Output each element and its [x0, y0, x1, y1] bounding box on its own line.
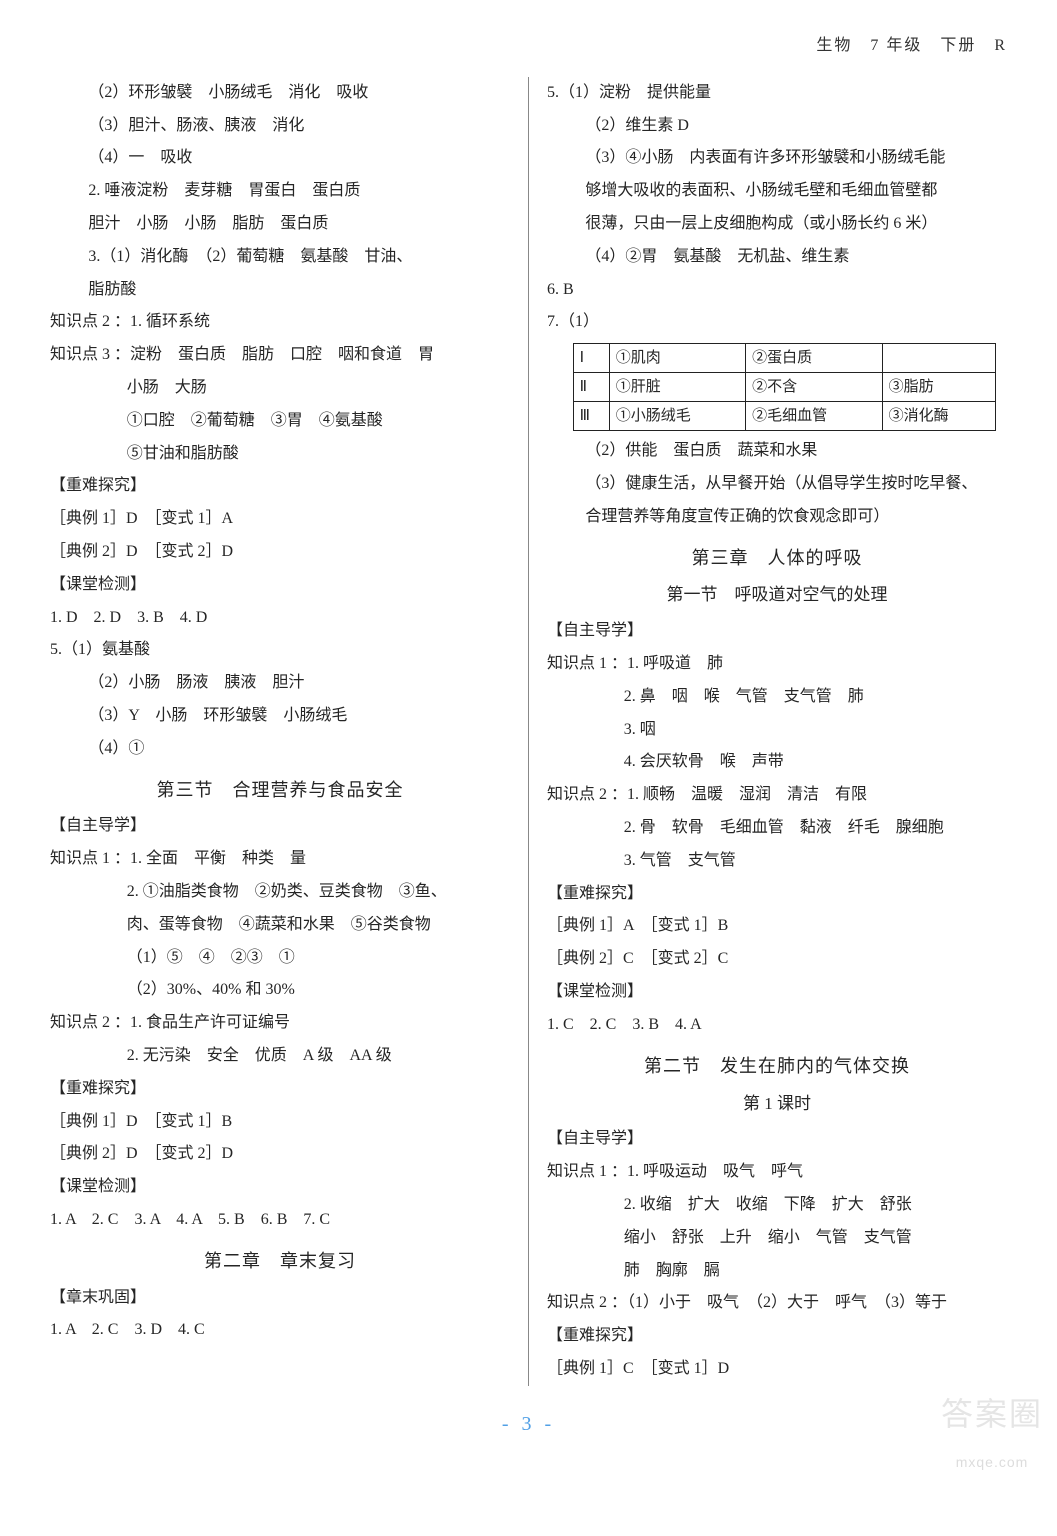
- text-line: 【课堂检测】: [50, 569, 510, 602]
- text-line: 1. D 2. D 3. B 4. D: [50, 602, 510, 635]
- text-line: 【重难探究】: [50, 470, 510, 503]
- text-line: ①口腔 ②葡萄糖 ③胃 ④氨基酸: [50, 405, 510, 438]
- text-line: ［典例 1］D ［变式 1］B: [50, 1106, 510, 1139]
- text-line: （2）小肠 肠液 胰液 胆汁: [50, 667, 510, 700]
- text-line: 2. 鼻 咽 喉 气管 支气管 肺: [547, 681, 1007, 714]
- answer-table: Ⅰ①肌肉②蛋白质Ⅱ①肝脏②不含③脂肪Ⅲ①小肠绒毛②毛细血管③消化酶: [573, 343, 996, 431]
- text-line: 知识点 2 ：1. 顺畅 温暖 湿润 清洁 有限: [547, 779, 1007, 812]
- table-cell: ①肝脏: [609, 373, 745, 402]
- text-line: （2）维生素 D: [547, 110, 1007, 143]
- text-line: 3. 咽: [547, 714, 1007, 747]
- text-line: （4）②胃 氨基酸 无机盐、维生素: [547, 241, 1007, 274]
- text-line: 7.（1）: [547, 306, 1007, 339]
- text-line: 1. A 2. C 3. D 4. C: [50, 1314, 510, 1347]
- text-line: ［典例 1］C ［变式 1］D: [547, 1353, 1007, 1386]
- text-line: ⑤甘油和脂肪酸: [50, 438, 510, 471]
- text-line: 【自主导学】: [50, 810, 510, 843]
- table-cell: ①小肠绒毛: [609, 402, 745, 431]
- text-line: 小肠 大肠: [50, 372, 510, 405]
- text-line: ［典例 2］D ［变式 2］D: [50, 1138, 510, 1171]
- page-number: - 3 -: [50, 1404, 1007, 1445]
- text-line: 3. 气管 支气管: [547, 845, 1007, 878]
- text-line: ［典例 1］A ［变式 1］B: [547, 910, 1007, 943]
- text-line: 【自主导学】: [547, 615, 1007, 648]
- table-cell: ③脂肪: [882, 373, 995, 402]
- text-line: 【章末巩固】: [50, 1282, 510, 1315]
- table-cell: ①肌肉: [609, 344, 745, 373]
- text-line: 合理营养等角度宣传正确的饮食观念即可）: [547, 501, 1007, 534]
- text-line: 2. ①油脂类食物 ②奶类、豆类食物 ③鱼、: [50, 876, 510, 909]
- text-line: 知识点 2 ：1. 循环系统: [50, 306, 510, 339]
- text-line: 【重难探究】: [547, 878, 1007, 911]
- text-line: 1. A 2. C 3. A 4. A 5. B 6. B 7. C: [50, 1204, 510, 1237]
- text-line: 脂肪酸: [50, 274, 510, 307]
- table-cell: ②蛋白质: [746, 344, 882, 373]
- table-cell: ②不含: [746, 373, 882, 402]
- text-line: 2. 收缩 扩大 收缩 下降 扩大 舒张: [547, 1189, 1007, 1222]
- text-line: 【自主导学】: [547, 1123, 1007, 1156]
- text-line: 知识点 3 ：淀粉 蛋白质 脂肪 口腔 咽和食道 胃: [50, 339, 510, 372]
- section-title: 第三章 人体的呼吸: [547, 540, 1007, 577]
- section-title: 第二节 发生在肺内的气体交换: [547, 1048, 1007, 1085]
- text-line: 3.（1）消化酶 （2）葡萄糖 氨基酸 甘油、: [50, 241, 510, 274]
- table-cell: Ⅱ: [573, 373, 609, 402]
- table-row: Ⅱ①肝脏②不含③脂肪: [573, 373, 995, 402]
- text-line: （4）①: [50, 733, 510, 766]
- text-line: ［典例 2］C ［变式 2］C: [547, 943, 1007, 976]
- table-row: Ⅰ①肌肉②蛋白质: [573, 344, 995, 373]
- section-title: 第二章 章末复习: [50, 1243, 510, 1280]
- text-line: 2. 无污染 安全 优质 A 级 AA 级: [50, 1040, 510, 1073]
- table-cell: ③消化酶: [882, 402, 995, 431]
- text-line: 【课堂检测】: [547, 976, 1007, 1009]
- two-column-layout: （2）环形皱襞 小肠绒毛 消化 吸收（3）胆汁、肠液、胰液 消化（4）一 吸收2…: [50, 77, 1007, 1386]
- table-cell: Ⅲ: [573, 402, 609, 431]
- text-line: 6. B: [547, 274, 1007, 307]
- section-title: 第一节 呼吸道对空气的处理: [547, 578, 1007, 613]
- left-column: （2）环形皱襞 小肠绒毛 消化 吸收（3）胆汁、肠液、胰液 消化（4）一 吸收2…: [50, 77, 528, 1386]
- text-line: 5.（1）氨基酸: [50, 634, 510, 667]
- text-line: 【课堂检测】: [50, 1171, 510, 1204]
- text-line: 够增大吸收的表面积、小肠绒毛壁和毛细血管壁都: [547, 175, 1007, 208]
- text-line: （3）Y 小肠 环形皱襞 小肠绒毛: [50, 700, 510, 733]
- text-line: （3）健康生活，从早餐开始（从倡导学生按时吃早餐、: [547, 468, 1007, 501]
- text-line: 1. C 2. C 3. B 4. A: [547, 1009, 1007, 1042]
- text-line: 4. 会厌软骨 喉 声带: [547, 746, 1007, 779]
- text-line: 肺 胸廓 膈: [547, 1255, 1007, 1288]
- text-line: （3）胆汁、肠液、胰液 消化: [50, 110, 510, 143]
- text-line: 知识点 2 ：（1）小于 吸气 （2）大于 呼气 （3）等于: [547, 1287, 1007, 1320]
- page-header: 生物 7 年级 下册 R: [50, 30, 1007, 63]
- text-line: 2. 骨 软骨 毛细血管 黏液 纤毛 腺细胞: [547, 812, 1007, 845]
- watermark-url: mxqe.com: [941, 1448, 1043, 1477]
- text-line: 胆汁 小肠 小肠 脂肪 蛋白质: [50, 208, 510, 241]
- table-cell: [882, 344, 995, 373]
- text-line: 缩小 舒张 上升 缩小 气管 支气管: [547, 1222, 1007, 1255]
- text-line: 5.（1）淀粉 提供能量: [547, 77, 1007, 110]
- text-line: （2）供能 蛋白质 蔬菜和水果: [547, 435, 1007, 468]
- text-line: ［典例 1］D ［变式 1］A: [50, 503, 510, 536]
- section-title: 第 1 课时: [547, 1087, 1007, 1122]
- table-cell: Ⅰ: [573, 344, 609, 373]
- text-line: （2）环形皱襞 小肠绒毛 消化 吸收: [50, 77, 510, 110]
- text-line: 【重难探究】: [547, 1320, 1007, 1353]
- text-line: （1）⑤ ④ ②③ ①: [50, 942, 510, 975]
- table-cell: ②毛细血管: [746, 402, 882, 431]
- text-line: ［典例 2］D ［变式 2］D: [50, 536, 510, 569]
- text-line: （3）④小肠 内表面有许多环形皱襞和小肠绒毛能: [547, 142, 1007, 175]
- text-line: 知识点 1 ：1. 呼吸运动 吸气 呼气: [547, 1156, 1007, 1189]
- table-row: Ⅲ①小肠绒毛②毛细血管③消化酶: [573, 402, 995, 431]
- text-line: 知识点 1 ：1. 全面 平衡 种类 量: [50, 843, 510, 876]
- text-line: （4）一 吸收: [50, 142, 510, 175]
- text-line: 知识点 1 ：1. 呼吸道 肺: [547, 648, 1007, 681]
- right-column: 5.（1）淀粉 提供能量（2）维生素 D（3）④小肠 内表面有许多环形皱襞和小肠…: [528, 77, 1007, 1386]
- text-line: （2）30%、40% 和 30%: [50, 974, 510, 1007]
- text-line: 很薄，只由一层上皮细胞构成（或小肠长约 6 米）: [547, 208, 1007, 241]
- section-title: 第三节 合理营养与食品安全: [50, 772, 510, 809]
- text-line: 知识点 2 ：1. 食品生产许可证编号: [50, 1007, 510, 1040]
- text-line: 2. 唾液淀粉 麦芽糖 胃蛋白 蛋白质: [50, 175, 510, 208]
- text-line: 肉、蛋等食物 ④蔬菜和水果 ⑤谷类食物: [50, 909, 510, 942]
- text-line: 【重难探究】: [50, 1073, 510, 1106]
